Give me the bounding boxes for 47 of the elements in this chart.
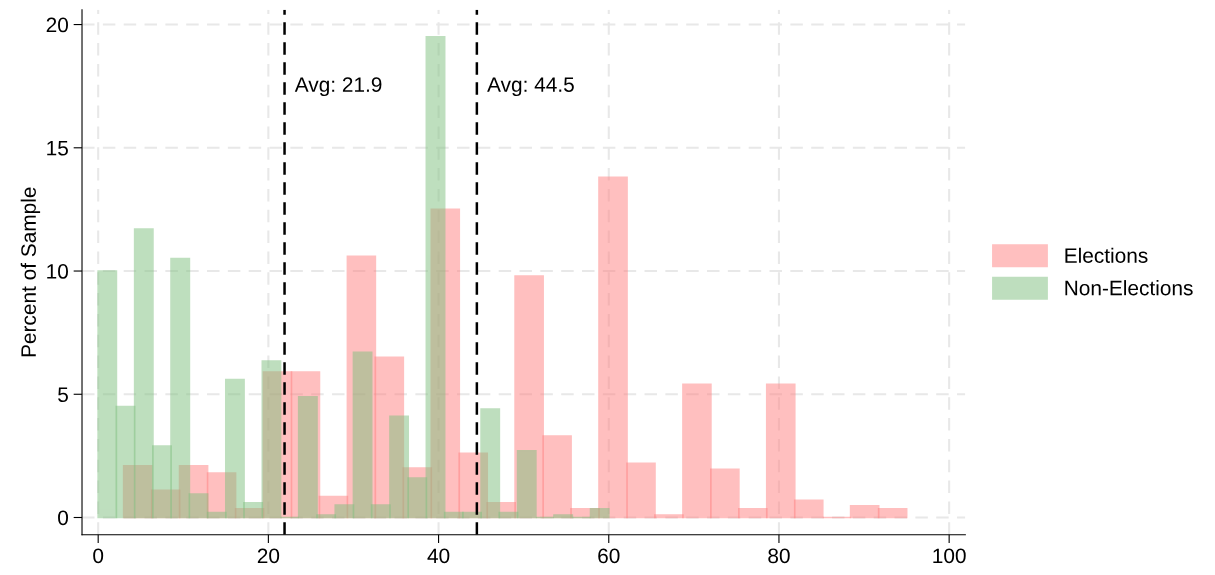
y-tick-label: 0	[58, 510, 68, 526]
y-tick-label: 20	[46, 17, 69, 33]
bar	[589, 508, 610, 519]
x-tick-label: 80	[768, 548, 790, 564]
bar	[170, 257, 191, 519]
bar	[516, 450, 537, 519]
bar	[316, 514, 337, 519]
bar	[682, 383, 712, 519]
legend-label: Elections	[1065, 247, 1148, 263]
bar	[793, 499, 824, 519]
bar	[297, 395, 318, 519]
bar	[765, 383, 796, 519]
bar	[97, 270, 118, 519]
bar	[626, 462, 656, 519]
bar	[425, 36, 446, 519]
bar	[877, 508, 908, 519]
x-tick-label: 60	[598, 548, 620, 564]
x-tick-label: 40	[427, 548, 450, 564]
bar	[261, 360, 282, 519]
bar	[710, 468, 740, 519]
bar	[654, 514, 684, 519]
bar	[115, 405, 136, 519]
bar	[407, 477, 428, 519]
legend-label: Non-Elections	[1065, 280, 1193, 296]
ref-line-label: Avg: 21.9	[294, 77, 382, 97]
bar	[334, 504, 355, 519]
bar	[480, 408, 501, 519]
x-tick-label: 100	[933, 548, 966, 564]
y-tick-label: 5	[58, 387, 68, 403]
bar	[738, 508, 768, 519]
bar	[389, 415, 410, 519]
y-axis-title: Percent of Sample	[20, 187, 41, 357]
y-tick-label: 10	[47, 264, 69, 279]
bar	[849, 505, 880, 519]
x-tick-label: 0	[93, 548, 104, 564]
ref-line-label: Avg: 44.5	[487, 77, 574, 97]
bar	[598, 176, 628, 519]
bar	[152, 445, 172, 519]
bar	[370, 504, 391, 519]
y-tick-label: 15	[47, 141, 68, 156]
bar	[542, 435, 572, 519]
bar	[224, 378, 245, 519]
bar	[188, 493, 209, 519]
bar	[133, 228, 154, 519]
x-tick-label: 20	[257, 548, 280, 564]
bar	[352, 351, 373, 519]
bar	[553, 514, 574, 519]
